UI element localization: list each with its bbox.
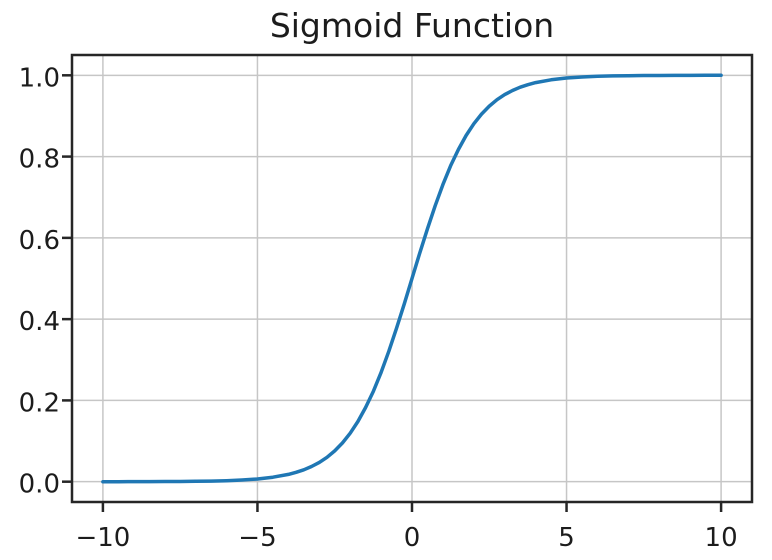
- y-tick-label: 0.0: [19, 470, 60, 500]
- x-tick-label: 5: [558, 523, 575, 553]
- y-tick-labels: 0.0 0.2 0.4 0.6 0.8 1.0: [19, 63, 60, 499]
- y-tick-label: 0.6: [19, 226, 60, 256]
- x-tick-labels: −10 −5 0 5 10: [75, 523, 737, 553]
- y-tick-label: 0.8: [19, 145, 60, 175]
- x-tick-label: −5: [238, 523, 276, 553]
- x-tick-label: 10: [705, 523, 738, 553]
- y-tick-label: 0.4: [19, 307, 60, 337]
- y-tick-label: 1.0: [19, 63, 60, 93]
- chart-title: Sigmoid Function: [270, 6, 554, 45]
- x-tick-label: 0: [404, 523, 421, 553]
- x-tick-label: −10: [75, 523, 130, 553]
- y-tick-label: 0.2: [19, 388, 60, 418]
- sigmoid-curve-line: [101, 73, 723, 484]
- tick-marks: [62, 74, 723, 512]
